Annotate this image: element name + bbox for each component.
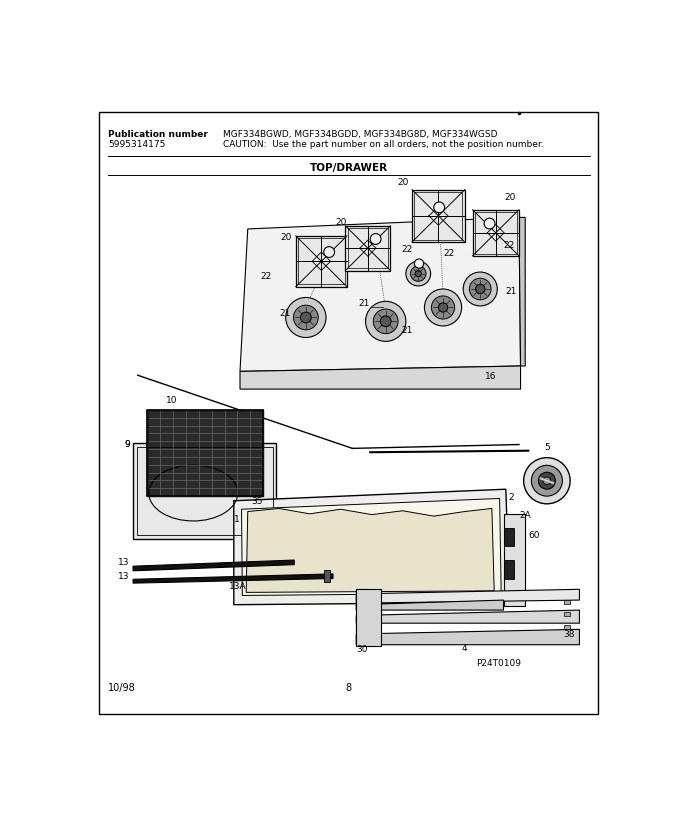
Text: 5995314175: 5995314175	[108, 141, 166, 150]
Text: 30: 30	[357, 645, 368, 654]
Text: P24T0109: P24T0109	[477, 659, 522, 667]
Text: 20: 20	[397, 178, 409, 187]
Circle shape	[294, 306, 318, 330]
Bar	[414, 192, 462, 239]
Bar	[564, 626, 570, 629]
Circle shape	[406, 261, 430, 286]
Text: 9: 9	[124, 440, 130, 449]
Polygon shape	[234, 489, 510, 605]
Polygon shape	[356, 588, 381, 646]
Text: 22: 22	[443, 249, 455, 258]
Bar	[503, 528, 514, 547]
Bar	[412, 190, 464, 242]
Circle shape	[531, 466, 562, 496]
Polygon shape	[356, 629, 579, 645]
Bar	[503, 514, 525, 606]
Circle shape	[366, 301, 406, 342]
Bar	[296, 236, 347, 287]
Circle shape	[411, 266, 426, 281]
Circle shape	[431, 296, 455, 319]
Text: 13A: 13A	[229, 583, 246, 592]
Bar	[137, 447, 273, 535]
Bar	[345, 225, 390, 270]
Circle shape	[370, 234, 381, 244]
Circle shape	[415, 270, 422, 277]
Polygon shape	[133, 560, 294, 571]
Polygon shape	[356, 610, 579, 623]
Polygon shape	[240, 217, 521, 372]
Circle shape	[286, 297, 326, 337]
Circle shape	[324, 247, 335, 257]
Text: 35: 35	[252, 497, 262, 506]
Text: 8: 8	[345, 683, 352, 694]
Text: 20: 20	[504, 193, 515, 202]
Text: 16: 16	[486, 372, 497, 381]
Polygon shape	[241, 498, 501, 596]
Bar	[503, 560, 514, 578]
Text: 38: 38	[564, 630, 575, 639]
Circle shape	[373, 309, 398, 333]
Bar	[324, 570, 330, 583]
Circle shape	[434, 202, 445, 212]
Text: 21: 21	[506, 288, 517, 297]
Text: 21: 21	[279, 309, 290, 318]
Text: 20: 20	[281, 234, 292, 243]
Circle shape	[301, 312, 311, 323]
Polygon shape	[246, 508, 494, 592]
Circle shape	[539, 472, 556, 489]
Polygon shape	[356, 600, 503, 610]
Bar	[564, 613, 570, 616]
Polygon shape	[519, 217, 525, 366]
Text: 13: 13	[118, 572, 130, 581]
Circle shape	[439, 303, 447, 312]
Bar	[347, 228, 388, 268]
Bar	[147, 410, 263, 496]
Text: CAUTION:  Use the part number on all orders, not the position number.: CAUTION: Use the part number on all orde…	[223, 141, 543, 150]
Text: 10/98: 10/98	[108, 683, 136, 694]
Text: 1: 1	[234, 515, 240, 524]
Circle shape	[424, 289, 462, 326]
Text: 9: 9	[124, 440, 130, 449]
Text: 10: 10	[166, 396, 177, 405]
Text: 13: 13	[118, 559, 130, 568]
Text: 21: 21	[402, 326, 413, 335]
Circle shape	[414, 259, 424, 268]
Bar	[473, 210, 519, 256]
Polygon shape	[356, 589, 368, 645]
Text: 22: 22	[260, 272, 271, 281]
Text: 2: 2	[509, 493, 514, 502]
Bar	[298, 239, 345, 284]
Text: MGF334BGWD, MGF334BGDD, MGF334BG8D, MGF334WGSD: MGF334BGWD, MGF334BGDD, MGF334BG8D, MGF3…	[223, 131, 498, 140]
Circle shape	[475, 284, 485, 293]
Circle shape	[463, 272, 497, 306]
Text: TOP/DRAWER: TOP/DRAWER	[309, 163, 388, 172]
Text: 5: 5	[544, 443, 549, 452]
Polygon shape	[133, 574, 333, 583]
Text: 22: 22	[503, 241, 515, 250]
Circle shape	[524, 458, 570, 504]
Text: Publication number: Publication number	[108, 131, 208, 140]
Circle shape	[469, 279, 491, 300]
Bar	[133, 443, 277, 539]
Bar	[564, 600, 570, 604]
Text: 2A: 2A	[520, 511, 531, 520]
Bar	[147, 410, 263, 496]
Polygon shape	[356, 589, 579, 603]
Text: 60: 60	[529, 532, 540, 541]
Text: 22: 22	[401, 245, 412, 254]
Polygon shape	[240, 366, 521, 389]
Text: 4: 4	[462, 644, 468, 653]
Text: 20: 20	[335, 218, 346, 227]
Circle shape	[484, 218, 495, 229]
Circle shape	[543, 477, 551, 484]
Circle shape	[380, 316, 391, 327]
Bar	[475, 212, 517, 253]
Text: 21: 21	[358, 299, 369, 308]
